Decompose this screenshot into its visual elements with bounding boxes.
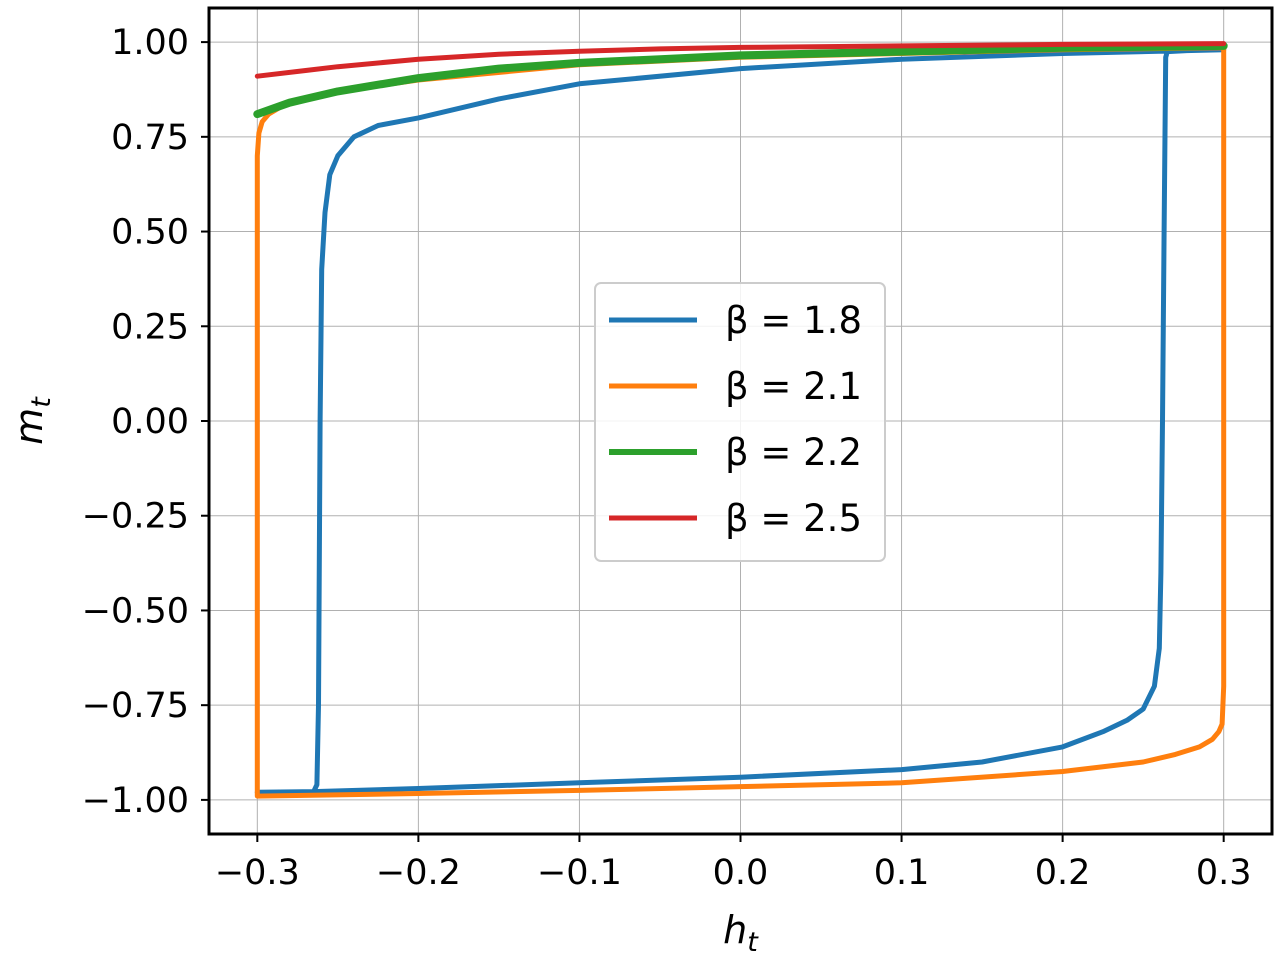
legend-label-2: β = 2.2 — [725, 431, 862, 474]
series-line-2 — [253, 41, 1228, 119]
x-tick-label-2: −0.1 — [537, 853, 622, 893]
y-tick-label-8: 1.00 — [111, 23, 189, 63]
x-tick-label-3: 0.0 — [713, 853, 769, 893]
y-tick-label-0: −1.00 — [82, 781, 189, 821]
y-tick-label-3: −0.25 — [82, 497, 189, 537]
legend-label-3: β = 2.5 — [725, 497, 862, 540]
x-tick-label-0: −0.3 — [215, 853, 300, 893]
series-layer — [253, 41, 1228, 799]
x-tick-label-5: 0.2 — [1035, 853, 1091, 893]
series-line-0 — [254, 47, 1227, 795]
y-tick-label-6: 0.50 — [111, 213, 189, 253]
legend-label-0: β = 1.8 — [725, 299, 862, 342]
y-tick-label-1: −0.75 — [82, 686, 189, 726]
legend-label-1: β = 2.1 — [725, 365, 862, 408]
y-tick-label-2: −0.50 — [82, 591, 189, 631]
x-tick-label-4: 0.1 — [874, 853, 930, 893]
x-tick-label-6: 0.3 — [1196, 853, 1252, 893]
x-tick-label-1: −0.2 — [376, 853, 461, 893]
axis-ticks: −0.3 −0.2 −0.1 0.0 0.1 0.2 0.3 −1.00 −0.75 −0.50 −… — [82, 23, 1252, 893]
y-tick-label-4: 0.00 — [111, 402, 189, 442]
legend-box — [594, 282, 886, 562]
legend: β = 1.8 β = 2.1 β = 2.2 β = 2.5 — [594, 282, 886, 562]
series-line-3 — [254, 41, 1227, 79]
y-tick-label-5: 0.25 — [111, 307, 189, 347]
y-tick-label-7: 0.75 — [111, 118, 189, 158]
